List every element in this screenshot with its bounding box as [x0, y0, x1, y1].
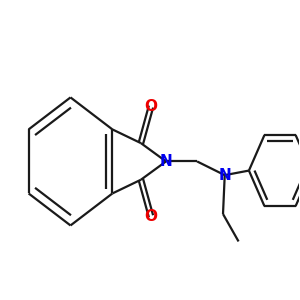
Text: N: N [160, 154, 172, 169]
Text: N: N [218, 168, 231, 183]
Text: O: O [145, 99, 158, 114]
Text: O: O [145, 209, 158, 224]
